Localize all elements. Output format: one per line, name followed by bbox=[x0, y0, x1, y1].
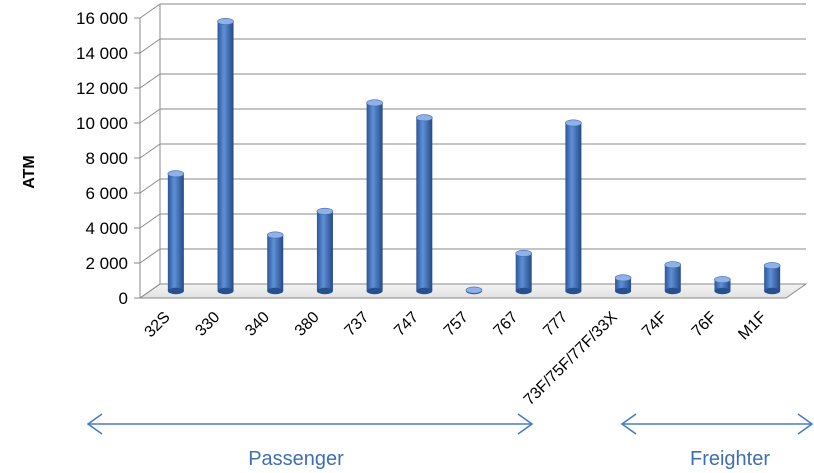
bar bbox=[217, 17, 234, 295]
plot-frame bbox=[138, 4, 808, 299]
bar-body bbox=[515, 253, 532, 291]
x-tick-label: 737 bbox=[342, 309, 373, 340]
bar-top bbox=[565, 119, 582, 127]
bar-body bbox=[714, 279, 731, 291]
bar-top bbox=[714, 276, 731, 284]
bar-base bbox=[167, 287, 184, 295]
bar-top bbox=[614, 274, 632, 282]
freighter-group-label: Freighter bbox=[690, 448, 770, 470]
x-tick-label: 73F/75F/77F/33X bbox=[521, 309, 621, 409]
bar bbox=[714, 276, 731, 295]
bar-top bbox=[465, 286, 483, 294]
bar-body bbox=[267, 235, 284, 291]
bar-body bbox=[167, 173, 184, 291]
gridline-side bbox=[139, 3, 161, 19]
gridline-side bbox=[139, 178, 161, 194]
y-tick-label: 14 000 bbox=[76, 44, 128, 63]
bar-body bbox=[366, 102, 383, 291]
bar bbox=[763, 262, 781, 295]
bar-base bbox=[267, 287, 284, 295]
y-tick-label: 2 000 bbox=[85, 254, 128, 273]
bar-base bbox=[316, 287, 333, 295]
gridline-side bbox=[139, 108, 161, 124]
gridline-side bbox=[139, 73, 161, 89]
x-tick-label: 330 bbox=[192, 309, 223, 340]
bar-top bbox=[664, 261, 682, 269]
bar-body bbox=[217, 21, 234, 291]
x-tick-label: 76F bbox=[689, 309, 721, 341]
y-axis-ticks: 0 2 000 4 000 6 000 8 000 10 000 12 000 14 000 1… bbox=[76, 9, 140, 308]
bar-body bbox=[316, 211, 333, 291]
y-tick-label: 0 bbox=[119, 289, 128, 308]
x-tick-label: 32S bbox=[142, 309, 174, 341]
bar-top bbox=[316, 207, 334, 215]
bar bbox=[266, 231, 284, 295]
bar-body bbox=[664, 264, 681, 291]
y-tick-label: 16 000 bbox=[76, 9, 128, 28]
passenger-arrow bbox=[86, 413, 534, 435]
bar-body bbox=[565, 123, 582, 291]
x-axis-labels: 32S 330 340 380 737 747 757 767 77773F/75F/77F/3… bbox=[142, 309, 771, 409]
bar bbox=[614, 274, 632, 295]
bar bbox=[465, 286, 483, 295]
gridline-side bbox=[139, 213, 161, 229]
gridline-side bbox=[139, 38, 161, 54]
bar-top bbox=[266, 231, 284, 239]
x-tick-label: 380 bbox=[292, 309, 323, 340]
x-tick-label: 74F bbox=[639, 309, 671, 341]
bar-top bbox=[217, 17, 234, 25]
bar-base bbox=[366, 287, 383, 295]
bar-base bbox=[714, 287, 731, 295]
bar bbox=[515, 249, 532, 295]
bar-top bbox=[167, 170, 185, 178]
y-tick-label: 8 000 bbox=[85, 149, 128, 168]
y-axis-label: ATM bbox=[21, 155, 38, 188]
bar-base bbox=[664, 287, 681, 295]
bar bbox=[316, 207, 334, 295]
y-tick-label: 4 000 bbox=[85, 219, 128, 238]
bar-top bbox=[366, 99, 383, 107]
y-tick-label: 12 000 bbox=[76, 79, 128, 98]
bar bbox=[416, 114, 433, 295]
bar bbox=[664, 261, 682, 295]
x-tick-label: 777 bbox=[540, 309, 571, 340]
freighter-arrow bbox=[620, 413, 814, 435]
x-tick-label: 757 bbox=[441, 309, 472, 340]
bar-base bbox=[515, 287, 532, 295]
bar bbox=[366, 99, 383, 295]
y-tick-label: 10 000 bbox=[76, 114, 128, 133]
x-tick-label: M1F bbox=[735, 309, 770, 344]
x-tick-label: 340 bbox=[242, 309, 273, 340]
bar bbox=[565, 119, 582, 295]
bar-body bbox=[764, 265, 781, 291]
gridline-side bbox=[139, 283, 161, 299]
bar-body bbox=[416, 117, 433, 291]
passenger-group-label: Passenger bbox=[248, 448, 344, 470]
bar-base bbox=[764, 287, 781, 295]
bar-base bbox=[416, 287, 433, 295]
bar-body bbox=[615, 277, 632, 291]
bars bbox=[167, 17, 781, 295]
bar-top bbox=[763, 262, 781, 270]
x-tick-label: 767 bbox=[491, 309, 522, 340]
gridline-side bbox=[139, 248, 161, 264]
bar-top bbox=[416, 114, 433, 122]
gridline-side bbox=[139, 143, 161, 159]
bar-top bbox=[515, 249, 532, 257]
bar-base bbox=[217, 287, 234, 295]
bar bbox=[167, 170, 185, 295]
bar-base bbox=[565, 287, 582, 295]
x-tick-label: 747 bbox=[391, 309, 422, 340]
y-tick-label: 6 000 bbox=[85, 184, 128, 203]
gridlines bbox=[139, 3, 806, 299]
bar-base bbox=[615, 287, 632, 295]
